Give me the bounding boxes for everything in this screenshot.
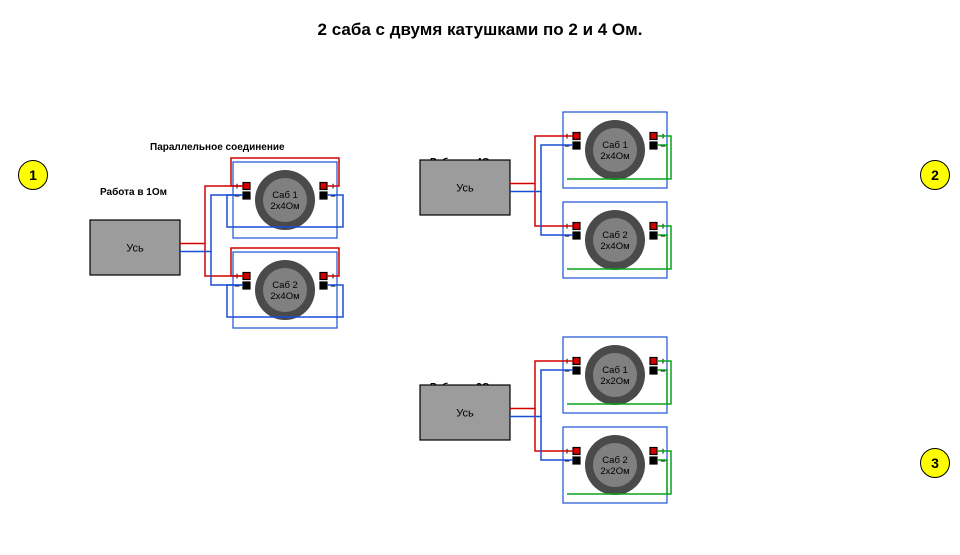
svg-text:−: −: [564, 456, 569, 466]
svg-text:2х4Ом: 2х4Ом: [270, 201, 299, 212]
svg-text:−: −: [660, 456, 665, 466]
svg-text:Саб 1: Саб 1: [602, 140, 628, 151]
svg-text:−: −: [564, 366, 569, 376]
svg-text:Параллельное соединение: Параллельное соединение: [150, 142, 285, 153]
svg-text:−: −: [234, 281, 239, 291]
svg-text:Саб 1: Саб 1: [272, 190, 298, 201]
svg-text:2х2Ом: 2х2Ом: [600, 466, 629, 477]
svg-text:−: −: [660, 231, 665, 241]
svg-text:Усь: Усь: [456, 183, 474, 195]
svg-text:−: −: [234, 191, 239, 201]
svg-text:−: −: [330, 281, 335, 291]
svg-text:2х2Ом: 2х2Ом: [600, 376, 629, 387]
diagram-stage: 2 саба с двумя катушками по 2 и 4 Ом. 12…: [0, 0, 960, 555]
svg-text:Саб 2: Саб 2: [602, 230, 628, 241]
svg-text:Работа в 1Ом: Работа в 1Ом: [100, 186, 167, 198]
svg-text:−: −: [564, 231, 569, 241]
wiring-svg: Работа в 1ОмПараллельное соединениеУсь+−…: [0, 0, 960, 555]
svg-text:Усь: Усь: [126, 243, 144, 255]
svg-text:Усь: Усь: [456, 408, 474, 420]
svg-text:2х4Ом: 2х4Ом: [270, 291, 299, 302]
svg-text:−: −: [564, 141, 569, 151]
svg-text:−: −: [330, 191, 335, 201]
svg-text:Саб 1: Саб 1: [602, 365, 628, 376]
svg-text:2х4Ом: 2х4Ом: [600, 151, 629, 162]
svg-text:−: −: [660, 141, 665, 151]
svg-text:Саб 2: Саб 2: [602, 455, 628, 466]
svg-text:2х4Ом: 2х4Ом: [600, 241, 629, 252]
svg-text:Саб 2: Саб 2: [272, 280, 298, 291]
svg-text:−: −: [660, 366, 665, 376]
